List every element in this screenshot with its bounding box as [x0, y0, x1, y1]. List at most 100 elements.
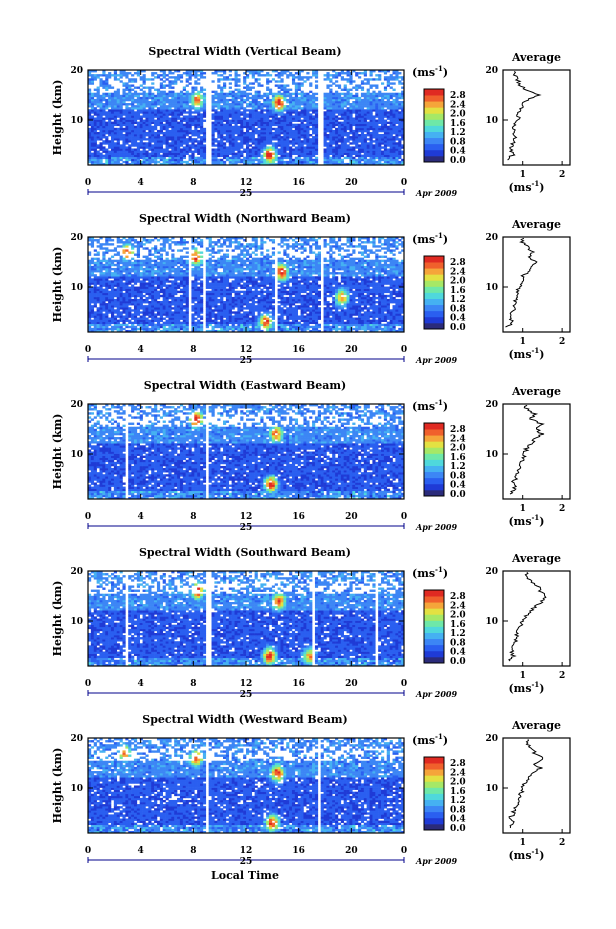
heatmap-cell — [257, 136, 260, 138]
heatmap-cell — [387, 140, 390, 142]
heatmap-cell — [220, 315, 223, 317]
heatmap-cell — [266, 140, 269, 142]
heatmap-cell — [171, 161, 174, 163]
heatmap-cell — [143, 99, 146, 101]
heatmap-cell — [91, 80, 94, 82]
heatmap-cell — [329, 309, 332, 311]
heatmap-cell — [217, 128, 220, 130]
heatmap-cell — [240, 315, 243, 317]
heatmap-cell — [117, 326, 120, 328]
heatmap-cell — [235, 113, 238, 115]
heatmap-cell — [131, 84, 134, 86]
heatmap-cell — [315, 124, 318, 126]
heatmap-cell — [324, 132, 327, 134]
heatmap-cell — [269, 146, 272, 148]
heatmap-cell — [226, 322, 229, 324]
heatmap-cell — [102, 318, 105, 320]
heatmap-cell — [122, 148, 125, 150]
heatmap-cell — [99, 320, 102, 322]
heatmap-cell — [128, 113, 131, 115]
heatmap-cell — [358, 311, 361, 313]
heatmap-cell — [99, 99, 102, 101]
heatmap-cell — [378, 74, 381, 76]
heatmap-cell — [197, 101, 200, 103]
heatmap-cell — [378, 153, 381, 155]
heatmap-cell — [143, 161, 146, 163]
heatmap-cell — [197, 126, 200, 128]
heatmap-cell — [295, 148, 298, 150]
heatmap-cell — [393, 101, 396, 103]
heatmap-cell — [148, 322, 151, 324]
heatmap-cell — [140, 324, 143, 326]
heatmap-cell — [220, 134, 223, 136]
heatmap-cell — [335, 320, 338, 322]
heatmap-cell — [134, 315, 137, 317]
chart-title: Spectral Width (Vertical Beam) — [148, 45, 341, 58]
heatmap-cell — [220, 153, 223, 155]
heatmap-cell — [151, 138, 154, 140]
heatmap-cell — [145, 103, 148, 105]
heatmap-cell — [375, 78, 378, 80]
heatmap-cell — [390, 101, 393, 103]
heatmap-cell — [349, 315, 352, 317]
heatmap-cell — [347, 146, 350, 148]
heatmap-cell — [367, 78, 370, 80]
heatmap-cell — [349, 124, 352, 126]
heatmap-cell — [286, 76, 289, 78]
heatmap-cell — [189, 72, 192, 74]
heatmap-cell — [326, 138, 329, 140]
heatmap-cell — [280, 318, 283, 320]
heatmap-cell — [324, 101, 327, 103]
heatmap-cell — [398, 148, 401, 150]
heatmap-cell — [180, 326, 183, 328]
heatmap-cell — [355, 74, 358, 76]
heatmap-cell — [315, 105, 318, 107]
heatmap-cell — [186, 95, 189, 97]
heatmap-cell — [200, 151, 203, 153]
heatmap-cell — [143, 142, 146, 144]
heatmap-cell — [200, 142, 203, 144]
heatmap-cell — [378, 101, 381, 103]
heatmap-cell — [289, 313, 292, 315]
heatmap-cell — [352, 159, 355, 161]
colorbar-swatch — [424, 150, 444, 156]
heatmap-cell — [134, 142, 137, 144]
heatmap-cell — [102, 320, 105, 322]
heatmap-cell — [235, 78, 238, 80]
heatmap-cell — [364, 326, 367, 328]
heatmap-cell — [105, 89, 108, 91]
heatmap-cell — [174, 315, 177, 317]
heatmap-cell — [180, 130, 183, 132]
heatmap-cell — [131, 142, 134, 144]
heatmap-cell — [286, 320, 289, 322]
heatmap-cell — [387, 130, 390, 132]
heatmap-cell — [280, 80, 283, 82]
heatmap-cell — [154, 105, 157, 107]
heatmap-cell — [283, 122, 286, 124]
heatmap-cell — [243, 95, 246, 97]
heatmap-cell — [335, 140, 338, 142]
heatmap-cell — [237, 313, 240, 315]
heatmap-cell — [140, 78, 143, 80]
heatmap-cell — [108, 153, 111, 155]
heatmap-cell — [249, 148, 252, 150]
heatmap-cell — [324, 74, 327, 76]
heatmap-cell — [223, 155, 226, 157]
heatmap-cell — [341, 76, 344, 78]
heatmap-cell — [117, 322, 120, 324]
heatmap-cell — [292, 76, 295, 78]
heatmap-cell — [117, 309, 120, 311]
heatmap-cell — [197, 118, 200, 120]
heatmap-cell — [378, 76, 381, 78]
heatmap-cell — [168, 132, 171, 134]
heatmap-cell — [220, 130, 223, 132]
heatmap-cell — [180, 103, 183, 105]
heatmap-cell — [352, 134, 355, 136]
heatmap-cell — [212, 95, 215, 97]
heatmap-cell — [105, 307, 108, 309]
heatmap-cell — [117, 157, 120, 159]
heatmap-cell — [114, 101, 117, 103]
heatmap-cell — [266, 309, 269, 311]
heatmap-cell — [194, 140, 197, 142]
heatmap-cell — [105, 80, 108, 82]
